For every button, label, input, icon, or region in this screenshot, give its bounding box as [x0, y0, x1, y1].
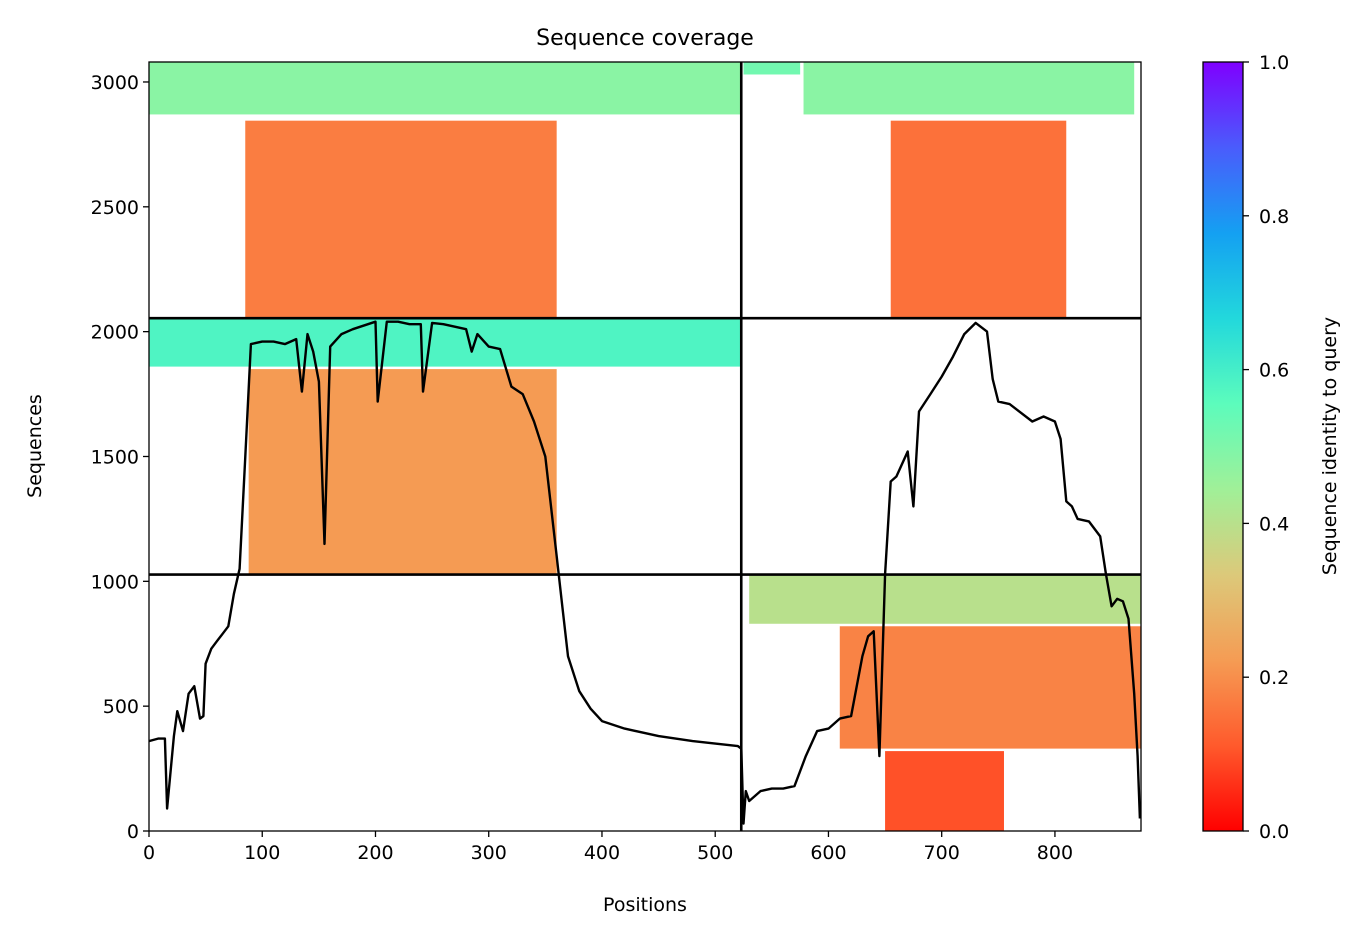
y-tick-label: 1500	[91, 446, 139, 468]
plot-frame	[148, 61, 1142, 832]
colorbar-tick-label: 0.0	[1259, 821, 1289, 843]
coverage-band	[839, 626, 1141, 749]
x-tick-label: 600	[810, 842, 846, 864]
coverage-band	[149, 318, 742, 367]
x-tick-label: 700	[924, 842, 960, 864]
colorbar-tick-label: 0.8	[1259, 206, 1289, 228]
chart-title: Sequence coverage	[536, 26, 754, 51]
y-tick-label: 3000	[91, 72, 139, 94]
colorbar-label: Sequence identity to query	[1319, 317, 1341, 575]
coverage-band	[743, 62, 801, 75]
x-tick-label: 400	[584, 842, 620, 864]
colorbar: 0.0 0.2 0.4 0.6 0.8 1.0 Sequence identity to …	[1202, 52, 1341, 843]
x-tick-label: 200	[357, 842, 393, 864]
x-axis: 0 100 200 300 400 500 600 700 800	[143, 831, 1073, 864]
x-axis-label: Positions	[603, 894, 687, 916]
colorbar-tick-label: 0.6	[1259, 360, 1289, 382]
plot-area	[148, 61, 1142, 832]
coverage-band	[885, 751, 1004, 831]
coverage-band	[890, 120, 1067, 319]
coverage-band	[803, 62, 1135, 115]
x-tick-label: 300	[471, 842, 507, 864]
y-axis-label: Sequences	[24, 394, 46, 498]
x-tick-label: 500	[697, 842, 733, 864]
coverage-line	[149, 320, 1141, 825]
colorbar-tick-label: 0.4	[1259, 513, 1289, 535]
x-tick-label: 800	[1037, 842, 1073, 864]
coverage-band	[749, 575, 1141, 624]
y-tick-label: 1000	[91, 571, 139, 593]
y-tick-label: 500	[103, 696, 139, 718]
coverage-band	[149, 62, 742, 115]
x-tick-label: 0	[143, 842, 155, 864]
coverage-band	[248, 369, 557, 574]
x-tick-label: 100	[244, 842, 280, 864]
colorbar-tick-label: 1.0	[1259, 52, 1289, 74]
coverage-band	[245, 120, 557, 319]
y-tick-label: 2500	[91, 197, 139, 219]
y-tick-label: 0	[127, 821, 139, 843]
y-tick-label: 2000	[91, 322, 139, 344]
colorbar-scale	[1202, 61, 1244, 832]
y-axis: 0 500 1000 1500 2000 2500 3000	[91, 72, 149, 843]
colorbar-tick-label: 0.2	[1259, 667, 1289, 689]
